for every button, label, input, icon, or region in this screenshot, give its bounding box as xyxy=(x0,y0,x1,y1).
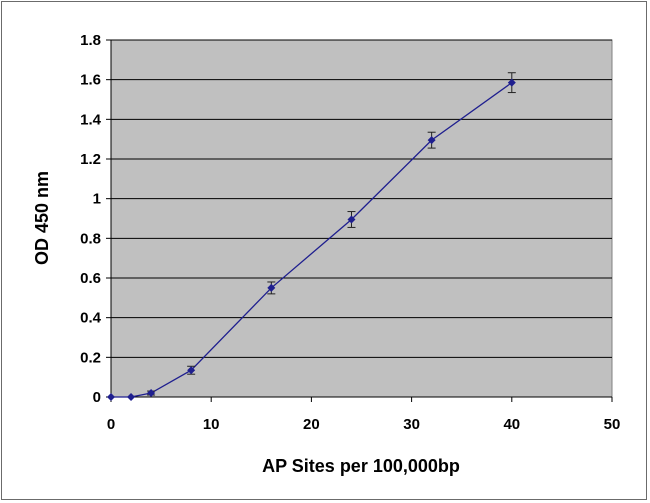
x-tick-label: 30 xyxy=(403,416,420,433)
data-point-marker xyxy=(427,136,436,145)
gridlines xyxy=(110,39,612,398)
y-tick-label: 1.4 xyxy=(80,111,102,128)
y-tick-label: 0 xyxy=(93,389,101,406)
plot-area xyxy=(110,39,613,398)
data-point-marker xyxy=(187,366,196,375)
y-tick-label: 1.8 xyxy=(80,32,101,49)
x-tick-label: 20 xyxy=(303,416,320,433)
x-tick-label: 50 xyxy=(604,416,621,433)
y-tick-label: 1 xyxy=(93,191,101,208)
y-tick-label: 0.6 xyxy=(80,270,101,287)
x-tick-label: 10 xyxy=(203,416,220,433)
data-point-marker xyxy=(267,283,276,292)
data-point-marker xyxy=(507,78,516,87)
data-point-marker xyxy=(107,393,115,401)
y-tick-label: 1.6 xyxy=(80,72,101,89)
x-tick-label: 0 xyxy=(107,416,115,433)
y-tick-label: 0.4 xyxy=(80,310,102,327)
series-layer xyxy=(107,72,516,401)
data-point-marker xyxy=(347,215,356,224)
y-tick-label: 1.2 xyxy=(80,151,101,168)
y-tick-label: 0.2 xyxy=(80,349,101,366)
series-line xyxy=(111,82,513,398)
data-point-marker xyxy=(147,389,156,398)
x-tick-label: 40 xyxy=(503,416,520,433)
x-axis-title: AP Sites per 100,000bp xyxy=(262,456,460,476)
x-axis-ticks: 0 10 20 30 40 50 xyxy=(107,397,621,433)
y-axis-ticks: 0 0.2 0.4 0.6 0.8 1 1.2 1.4 1.6 1.8 xyxy=(80,32,111,406)
y-tick-label: 0.8 xyxy=(80,230,101,247)
y-axis-title: OD 450 nm xyxy=(32,171,52,265)
data-point-marker xyxy=(127,393,136,401)
